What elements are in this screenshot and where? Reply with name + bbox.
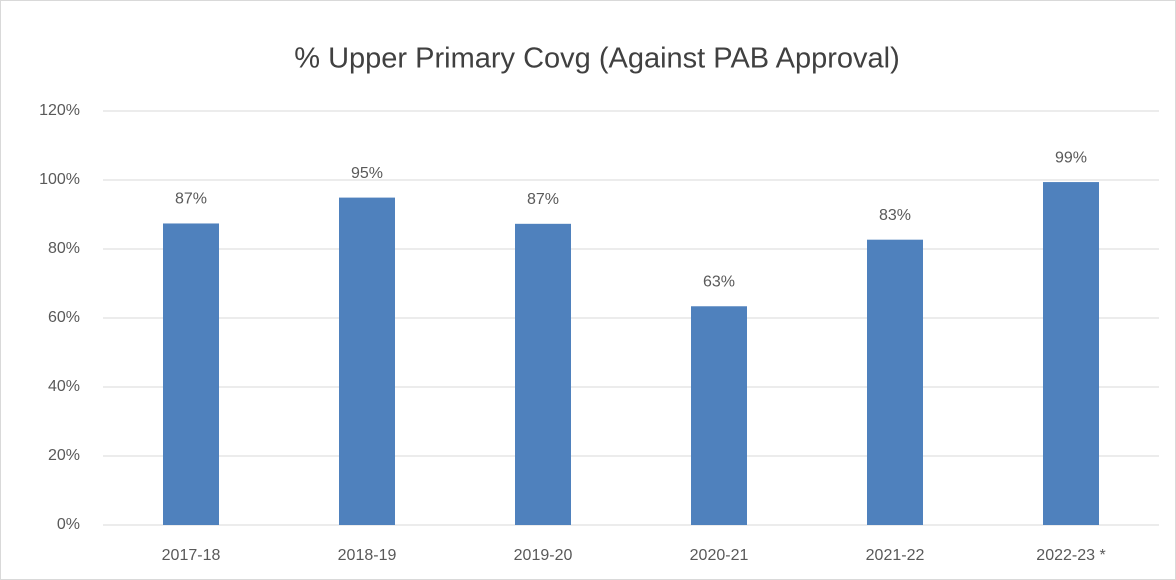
x-tick-label: 2019-20 bbox=[514, 547, 573, 564]
x-tick-label: 2020-21 bbox=[690, 547, 749, 564]
x-tick-label: 2021-22 bbox=[866, 547, 925, 564]
x-tick-label: 2017-18 bbox=[162, 547, 221, 564]
data-label: 83% bbox=[879, 207, 911, 224]
y-tick-label: 120% bbox=[39, 102, 80, 119]
bar bbox=[339, 197, 395, 525]
data-label: 95% bbox=[351, 165, 383, 182]
y-tick-label: 100% bbox=[39, 171, 80, 188]
x-tick-label: 2022-23 * bbox=[1036, 547, 1105, 564]
bar bbox=[515, 223, 571, 525]
y-tick-label: 20% bbox=[48, 447, 80, 464]
data-label: 87% bbox=[527, 191, 559, 208]
bar bbox=[1043, 182, 1099, 525]
y-tick-label: 0% bbox=[57, 516, 80, 533]
data-label: 87% bbox=[175, 191, 207, 208]
bar bbox=[163, 223, 219, 525]
chart-title: % Upper Primary Covg (Against PAB Approv… bbox=[294, 43, 899, 75]
y-tick-label: 80% bbox=[48, 240, 80, 257]
y-tick-label: 60% bbox=[48, 309, 80, 326]
data-label: 99% bbox=[1055, 149, 1087, 166]
bar bbox=[867, 239, 923, 525]
data-label: 63% bbox=[703, 273, 735, 290]
bar bbox=[691, 306, 747, 525]
x-tick-label: 2018-19 bbox=[338, 547, 397, 564]
y-tick-label: 40% bbox=[48, 378, 80, 395]
